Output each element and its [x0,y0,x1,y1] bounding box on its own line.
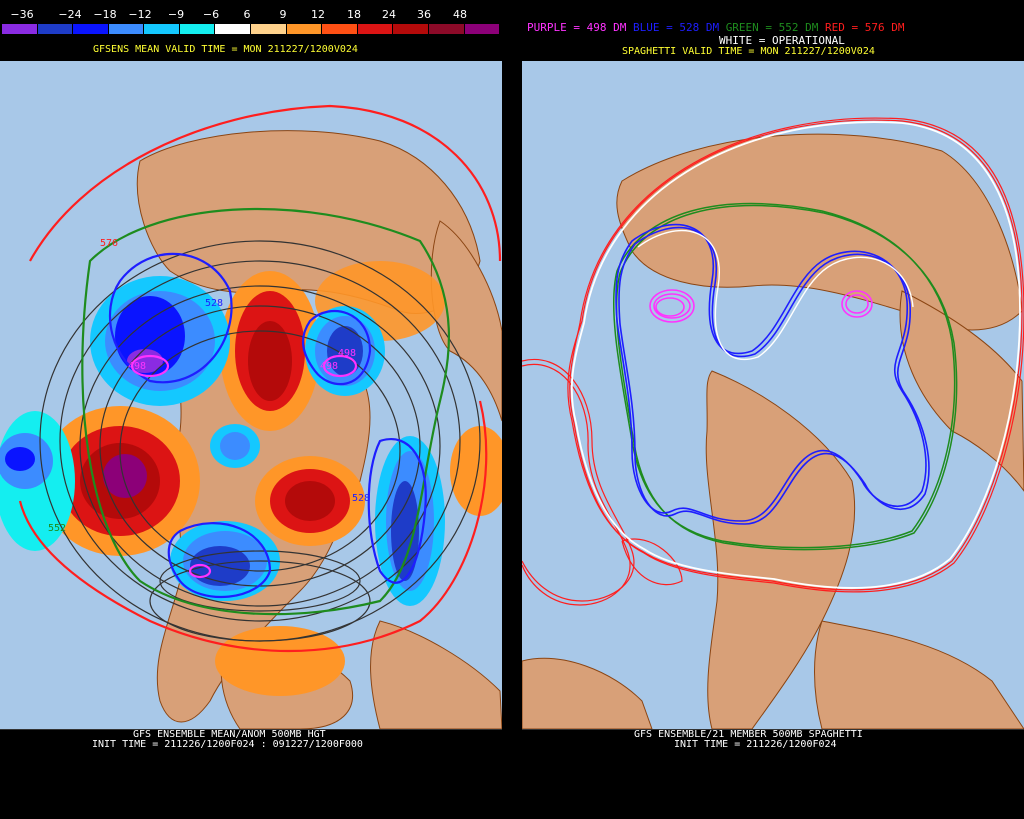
colorbar-segment [357,24,394,34]
colorbar-segment [108,24,145,34]
colorbar-segment [2,24,38,34]
colorbar-tick: −24 [58,8,82,21]
contour-label: 528 [205,298,223,309]
colorbar-segment [393,24,429,34]
colorbar-tick: −18 [93,8,117,21]
red-576-contours [522,117,1024,606]
purple-498-contours [649,289,873,323]
ensemble-mean-panel: −36 −24 −18 −12 −9 −6 6 9 12 18 24 36 48… [0,0,502,819]
contour-label: 576 [100,238,118,249]
colorbar-segment [251,24,287,34]
contour-label: 552 [48,523,66,534]
colorbar-segment [73,24,109,34]
key-contours [18,104,502,652]
ensemble-mean-map: 576 528 498 498 498 528 552 [0,61,502,729]
panel-separator [502,0,522,819]
map-bottom-border [522,729,1024,730]
colorbar-tick: 48 [453,8,467,21]
contour-label: 498 [338,348,356,359]
contour-label: 498 [320,361,338,372]
colorbar-segment [464,24,501,34]
map-bottom-border [0,729,502,730]
colorbar-segment [179,24,216,34]
spaghetti-footer-title: GFS ENSEMBLE/21 MEMBER 500MB SPAGHETTI [634,729,863,740]
legend-white: WHITE = OPERATIONAL [719,34,845,47]
land-masses [522,133,1024,729]
colorbar-tick: 18 [347,8,361,21]
colorbar-tick: 9 [279,8,287,21]
anomaly-colorbar [2,24,501,34]
colorbar-segment [37,24,74,34]
contour-labels: 576 528 498 498 498 528 552 [48,238,370,534]
colorbar-segment [286,24,323,34]
mean-footer-init: INIT TIME = 211226/1200F024 : 091227/120… [92,739,363,750]
operational-blue [637,230,914,361]
legend-blue: BLUE = 528 DM [632,21,720,34]
contour-label: 498 [128,361,146,372]
colorbar-segment [144,24,180,34]
spaghetti-panel: PURPLE = 498 DM BLUE = 528 DM GREEN = 55… [522,0,1024,819]
blue-528-contours [615,223,930,525]
colorbar-tick-labels: −36 −24 −18 −12 −9 −6 6 9 12 18 24 36 48 [0,8,502,22]
spaghetti-footer-init: INIT TIME = 211226/1200F024 [674,739,837,750]
anomaly-fills [0,261,502,696]
height-contours [39,240,481,642]
colorbar-segment [215,24,252,34]
legend-green: GREEN = 552 DM [725,21,819,34]
colorbar-tick: 24 [382,8,396,21]
colorbar-tick: −6 [202,8,220,21]
mean-footer-title: GFS ENSEMBLE MEAN/ANOM 500MB HGT [133,729,326,740]
spaghetti-map [522,61,1024,729]
colorbar-tick: −36 [10,8,34,21]
colorbar-tick: −12 [128,8,152,21]
colorbar-segment [428,24,465,34]
colorbar-tick: −9 [167,8,185,21]
legend-red: RED = 576 DM [825,21,905,34]
colorbar-tick: 6 [243,8,251,21]
colorbar-segment [322,24,358,34]
colorbar-tick: 12 [311,8,325,21]
contour-legend: PURPLE = 498 DM BLUE = 528 DM GREEN = 55… [527,22,905,34]
contour-label: 528 [352,493,370,504]
mean-subtitle: GFSENS MEAN VALID TIME = MON 211227/1200… [93,44,358,55]
spaghetti-subtitle: SPAGHETTI VALID TIME = MON 211227/1200V0… [622,46,875,57]
legend-purple: PURPLE = 498 DM [527,21,627,34]
operational-576 [570,121,1021,589]
colorbar-tick: 36 [417,8,431,21]
